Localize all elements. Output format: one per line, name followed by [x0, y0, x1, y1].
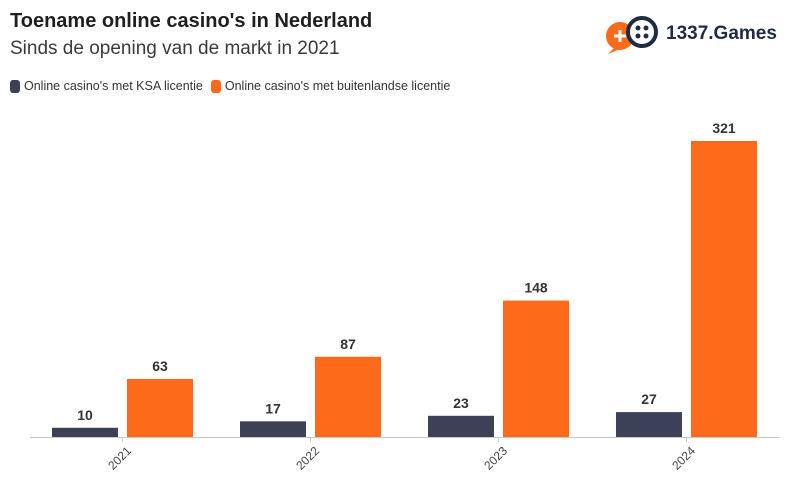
legend-item-foreign: Online casino's met buitenlandse licenti… — [210, 79, 451, 93]
bar-ksa-2022 — [240, 421, 306, 437]
data-label-foreign-2023: 148 — [524, 280, 548, 296]
brand-logo: 1337.Games — [602, 14, 777, 54]
chart-subtitle: Sinds de opening van de markt in 2021 — [10, 38, 340, 59]
logo-text: 1337.Games — [666, 23, 777, 44]
bar-foreign-2022 — [315, 356, 381, 437]
data-label-foreign-2024: 321 — [712, 120, 736, 136]
legend-swatch-ksa — [10, 79, 20, 93]
bar-ksa-2021 — [52, 427, 118, 437]
legend-swatch-foreign — [210, 79, 221, 93]
x-tick-label-2023: 2023 — [481, 444, 510, 473]
chart-title: Toename online casino's in Nederland — [10, 10, 373, 32]
data-label-foreign-2022: 87 — [340, 336, 356, 352]
data-label-ksa-2024: 27 — [641, 391, 657, 407]
x-tick-label-2024: 2024 — [669, 444, 698, 473]
data-label-ksa-2023: 23 — [453, 395, 469, 411]
legend-item-ksa: Online casino's met KSA licentie — [10, 79, 203, 93]
legend-label-foreign: Online casino's met buitenlandse licenti… — [224, 79, 451, 93]
x-tick-label-2022: 2022 — [293, 444, 322, 473]
bar-foreign-2021 — [127, 378, 193, 437]
bar-ksa-2023 — [428, 415, 494, 437]
legend-label-ksa: Online casino's met KSA licentie — [24, 79, 203, 93]
gamepad-icon — [606, 16, 658, 54]
bar-foreign-2023 — [503, 300, 569, 437]
bar-ksa-2024 — [616, 412, 682, 437]
data-label-foreign-2021: 63 — [152, 358, 168, 374]
data-label-ksa-2021: 10 — [77, 407, 93, 423]
x-tick-label-2021: 2021 — [105, 444, 134, 473]
bar-foreign-2024 — [691, 141, 757, 437]
data-label-ksa-2022: 17 — [265, 400, 281, 416]
chart-legend: Online casino's met KSA licentie Online … — [10, 79, 458, 93]
